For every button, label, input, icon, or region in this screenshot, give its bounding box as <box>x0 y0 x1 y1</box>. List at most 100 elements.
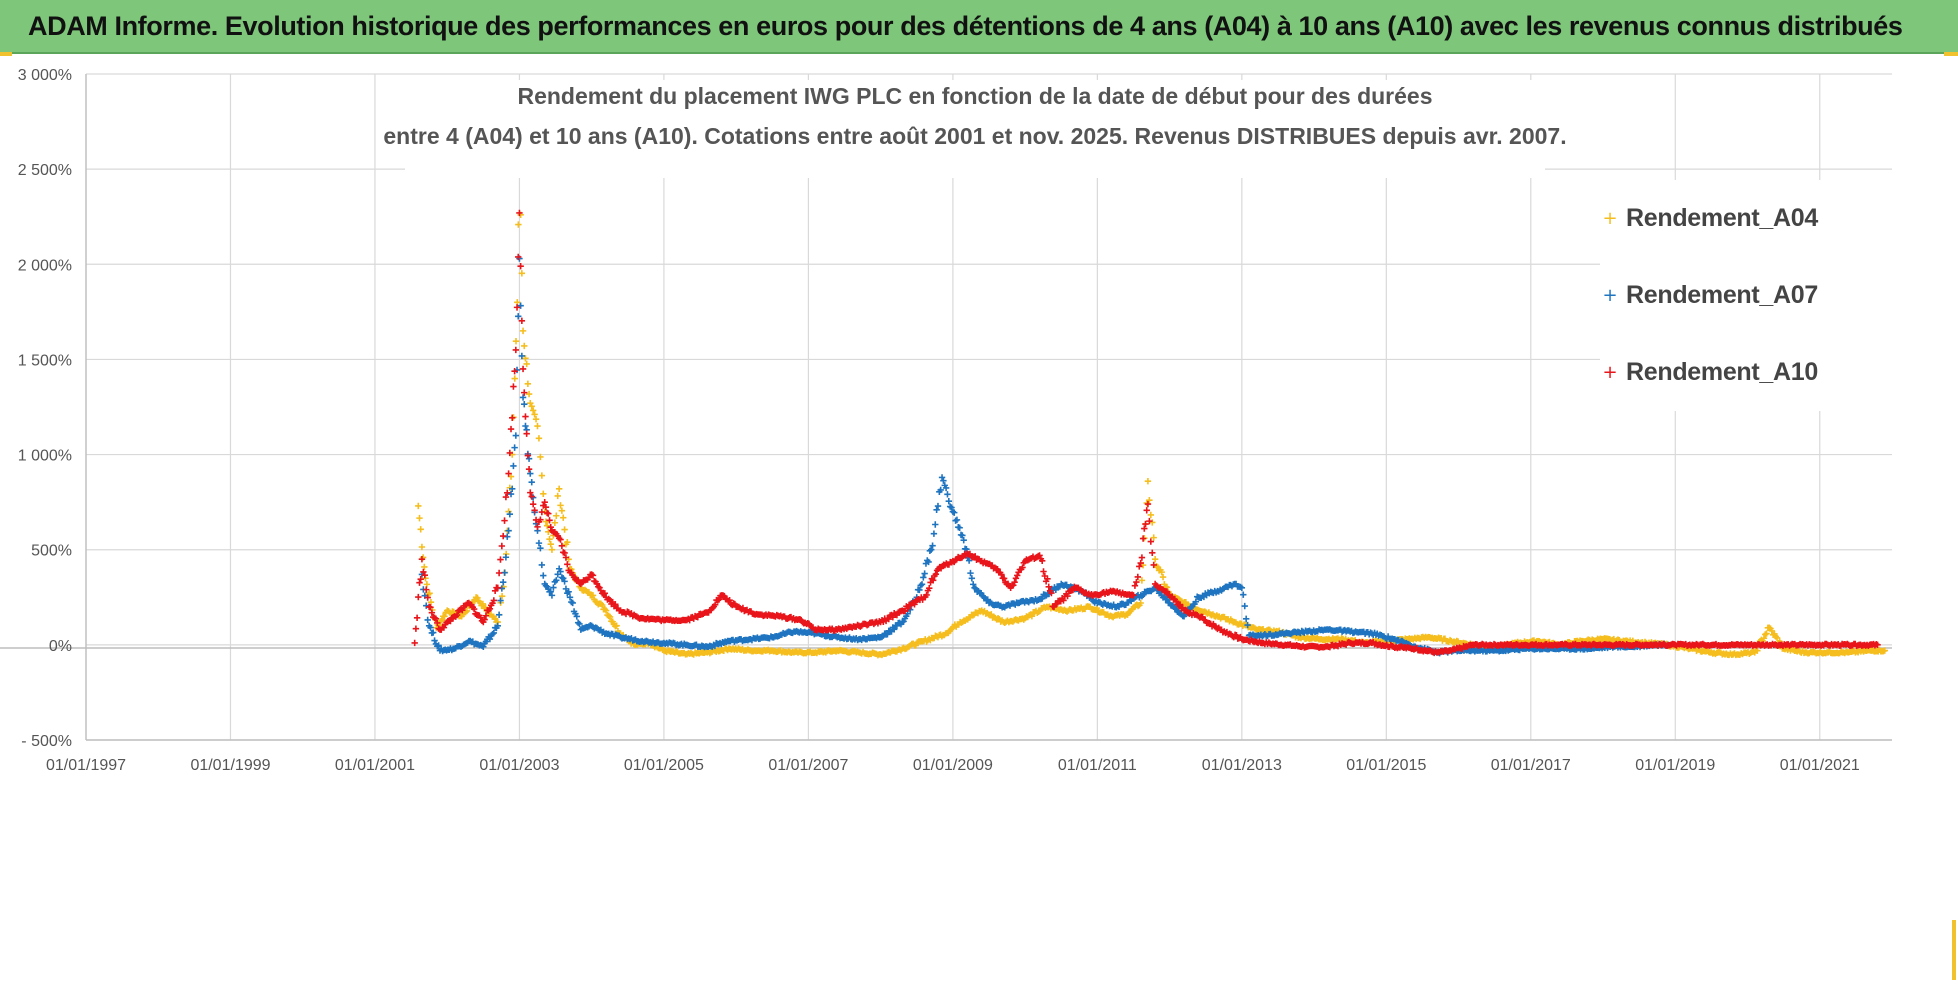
interp-point <box>489 630 496 638</box>
data-point <box>411 639 418 647</box>
interp-point <box>953 516 961 524</box>
interp-point <box>1136 563 1143 570</box>
interp-point <box>525 455 533 462</box>
interp-point <box>1141 525 1148 532</box>
x-tick-label: 01/01/2013 <box>1202 757 1282 774</box>
interp-point <box>528 493 535 500</box>
interp-point <box>528 478 535 486</box>
interp-point <box>486 635 494 643</box>
x-tick-label: 01/01/2011 <box>1058 757 1137 774</box>
interp-point <box>557 568 564 575</box>
interp-point <box>930 530 938 537</box>
interp-point <box>576 620 583 628</box>
chart-title: Rendement du placement IWG PLC en foncti… <box>383 80 1567 178</box>
interp-point <box>980 593 987 601</box>
interp-point <box>1134 573 1142 581</box>
interp-point <box>418 543 426 551</box>
interp-point <box>1045 583 1052 590</box>
interp-point <box>1244 621 1251 629</box>
data-point <box>566 594 574 601</box>
chart-title-line2: entre 4 (A04) et 10 ans (A10). Cotations… <box>383 123 1566 149</box>
interp-point <box>515 253 522 261</box>
data-point <box>480 643 487 650</box>
interp-point <box>721 592 728 600</box>
interp-point <box>1240 591 1247 598</box>
interp-point <box>509 485 516 493</box>
interp-point <box>934 502 942 510</box>
interp-point <box>430 629 437 636</box>
interp-point <box>948 504 955 511</box>
interp-point <box>521 389 528 396</box>
interp-point <box>417 526 424 533</box>
interp-point <box>416 514 423 522</box>
interp-point <box>511 375 518 382</box>
interp-point <box>525 465 533 473</box>
interp-point <box>531 411 538 418</box>
interp-point <box>605 612 612 620</box>
interp-point <box>510 383 517 390</box>
interp-point <box>542 518 550 525</box>
interp-point <box>553 512 560 519</box>
y-tick-label: 2 000% <box>18 257 72 274</box>
interp-point <box>538 561 546 569</box>
data-point <box>534 422 541 430</box>
interp-point <box>424 616 431 624</box>
interp-point <box>963 546 970 553</box>
interp-point <box>1150 534 1157 541</box>
interp-point <box>920 574 927 581</box>
data-point <box>928 546 935 553</box>
data-point <box>1874 641 1881 649</box>
interp-point <box>554 492 561 500</box>
interp-point <box>457 606 465 613</box>
y-tick-label: 500% <box>31 543 72 560</box>
interp-point <box>1028 612 1036 620</box>
x-tick-label: 01/01/2003 <box>479 757 559 774</box>
legend-label-a10: Rendement_A10 <box>1626 358 1818 386</box>
interp-point <box>569 599 576 607</box>
interp-point <box>1147 538 1155 545</box>
header-banner: ADAM Informe. Evolution historique des p… <box>0 0 1958 54</box>
interp-point <box>942 484 950 492</box>
interp-point <box>994 565 1001 573</box>
data-point <box>1144 478 1152 485</box>
interp-point <box>543 522 551 529</box>
interp-point <box>506 510 514 518</box>
x-tick-label: 01/01/2009 <box>913 757 993 774</box>
interp-point <box>497 556 504 563</box>
interp-point <box>937 486 944 494</box>
interp-point <box>597 600 605 607</box>
interp-point <box>1147 511 1155 519</box>
data-point <box>527 489 534 496</box>
x-tick-label: 01/01/2015 <box>1346 757 1426 774</box>
banner-title: ADAM Informe. Evolution historique des p… <box>28 10 1903 41</box>
interp-point <box>925 558 932 566</box>
interp-point <box>426 590 433 597</box>
data-point <box>1130 592 1137 599</box>
interp-point <box>518 317 526 325</box>
data-point <box>534 523 541 531</box>
interp-point <box>929 542 936 549</box>
interp-point <box>497 597 504 604</box>
interp-point <box>509 414 516 422</box>
interp-point <box>557 536 564 543</box>
interp-point <box>523 430 530 437</box>
data-point <box>938 474 946 481</box>
data-point <box>516 209 523 217</box>
legend-label-a04: Rendement_A04 <box>1626 204 1818 232</box>
interp-point <box>911 601 918 608</box>
interp-point <box>1146 517 1153 525</box>
interp-point <box>1760 634 1768 642</box>
corner-mark-bottom-right <box>1952 920 1956 980</box>
data-point <box>555 485 563 493</box>
interp-point <box>958 554 966 561</box>
data-point <box>418 556 426 563</box>
data-point <box>1881 647 1888 654</box>
interp-point <box>495 569 503 577</box>
corner-mark-top-right <box>1944 52 1958 56</box>
interp-point <box>926 585 933 592</box>
interp-point <box>537 453 544 461</box>
interp-point <box>1011 578 1018 586</box>
interp-point <box>502 493 510 501</box>
interp-point <box>560 514 567 521</box>
interp-point <box>606 613 614 621</box>
